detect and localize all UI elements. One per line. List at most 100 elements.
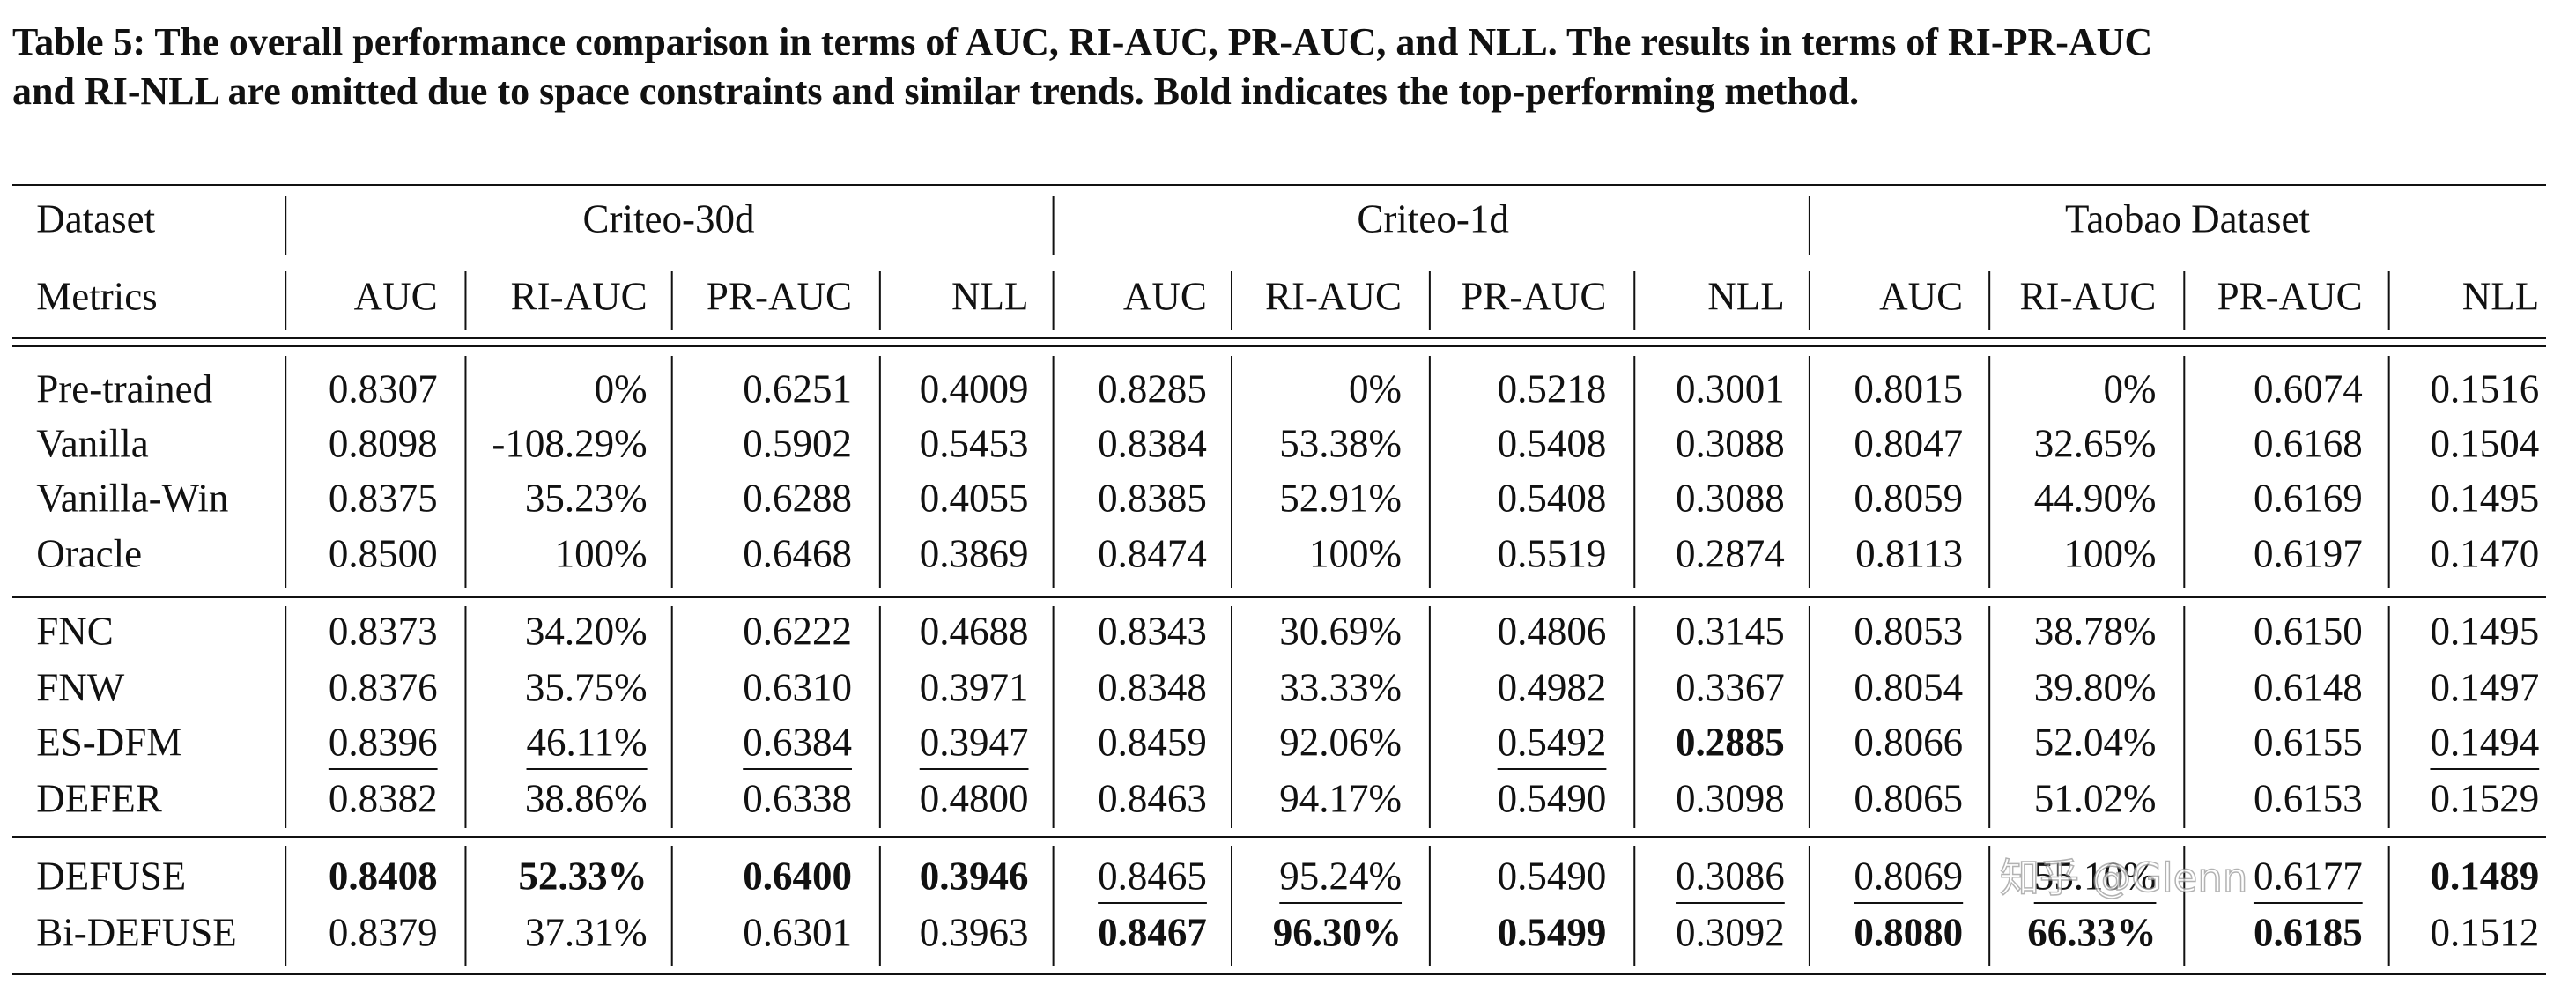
row-label: Oracle bbox=[36, 531, 142, 575]
cell: 0.8463 bbox=[1098, 776, 1207, 820]
cell: 0.6074 bbox=[2254, 366, 2363, 411]
cell: 0.5902 bbox=[743, 421, 852, 465]
cell: 0.5408 bbox=[1498, 421, 1607, 465]
cell: 0.3869 bbox=[920, 531, 1029, 575]
metric-header: RI-AUC bbox=[2019, 274, 2156, 318]
cell: 100% bbox=[2063, 531, 2156, 575]
cell: 0.6177 bbox=[2254, 854, 2363, 898]
metric-header: NLL bbox=[2462, 274, 2539, 318]
cell: 52.33% bbox=[518, 854, 647, 898]
cell: 37.31% bbox=[525, 910, 648, 954]
cell: 0.3098 bbox=[1676, 776, 1785, 820]
cell: 0.5218 bbox=[1498, 366, 1607, 411]
row-label: Vanilla bbox=[36, 421, 148, 465]
cell: 0.4800 bbox=[920, 776, 1029, 820]
cell: 0.8065 bbox=[1854, 776, 1963, 820]
cell: 0.4688 bbox=[920, 609, 1029, 653]
cell: 0.5453 bbox=[920, 421, 1029, 465]
cell: 0.8384 bbox=[1098, 421, 1207, 465]
cell: 0.6153 bbox=[2254, 776, 2363, 820]
cell: 0.8467 bbox=[1098, 910, 1207, 954]
cell: 0.1529 bbox=[2430, 776, 2539, 820]
cell: 35.23% bbox=[525, 476, 648, 520]
cell: 0.8098 bbox=[329, 421, 438, 465]
cell: 0.5490 bbox=[1498, 776, 1607, 820]
cell: 35.75% bbox=[525, 665, 648, 709]
cell: 0.8054 bbox=[1854, 665, 1963, 709]
cell: 0.5519 bbox=[1498, 531, 1607, 575]
cell: 38.78% bbox=[2034, 609, 2157, 653]
cell: 0.8385 bbox=[1098, 476, 1207, 520]
cell: 0.1497 bbox=[2430, 665, 2539, 709]
header-cell: Metrics bbox=[36, 274, 157, 318]
metric-header: PR-AUC bbox=[2217, 274, 2363, 318]
cell: 92.06% bbox=[1279, 720, 1402, 764]
cell: 0.1504 bbox=[2430, 421, 2539, 465]
header-cell: Dataset bbox=[36, 196, 155, 240]
cell: 0.6400 bbox=[743, 854, 852, 898]
metric-header: AUC bbox=[1123, 274, 1207, 318]
row-label: Vanilla-Win bbox=[36, 476, 228, 520]
cell: 100% bbox=[555, 531, 648, 575]
cell: 0.3088 bbox=[1676, 421, 1785, 465]
cell: 0.3092 bbox=[1676, 910, 1785, 954]
row-label: Pre-trained bbox=[36, 366, 212, 411]
cell: 38.86% bbox=[525, 776, 648, 820]
cell: 0.5408 bbox=[1498, 476, 1607, 520]
cell: 0.8307 bbox=[329, 366, 438, 411]
cell: 0.6197 bbox=[2254, 531, 2363, 575]
row-label: FNC bbox=[36, 609, 114, 653]
cell: 0.8285 bbox=[1098, 366, 1207, 411]
cell: 0.8015 bbox=[1854, 366, 1963, 411]
cell: 0.8343 bbox=[1098, 609, 1207, 653]
cell: 0.3367 bbox=[1676, 665, 1785, 709]
cell: 0.1494 bbox=[2430, 720, 2539, 764]
cell: 0.6185 bbox=[2254, 910, 2363, 954]
cell: 0.8080 bbox=[1854, 910, 1963, 954]
cell: 100% bbox=[1309, 531, 1402, 575]
cell: 51.02% bbox=[2034, 776, 2157, 820]
cell: 0.8373 bbox=[329, 609, 438, 653]
cell: 66.33% bbox=[2027, 910, 2156, 954]
cell: 0.8047 bbox=[1854, 421, 1963, 465]
cell: 0.4982 bbox=[1498, 665, 1607, 709]
cell: 0.8069 bbox=[1854, 854, 1963, 898]
cell: 0.8053 bbox=[1854, 609, 1963, 653]
cell: 33.33% bbox=[1279, 665, 1402, 709]
cell: 0.8379 bbox=[329, 910, 438, 954]
cell: 0.4806 bbox=[1498, 609, 1607, 653]
group-header: Taobao Dataset bbox=[2065, 196, 2310, 240]
cell: 55.10% bbox=[2034, 854, 2157, 898]
row-label: ES-DFM bbox=[36, 720, 181, 764]
cell: 0.3001 bbox=[1676, 366, 1785, 411]
cell: 0.6338 bbox=[743, 776, 852, 820]
cell: 0.8474 bbox=[1098, 531, 1207, 575]
cell: 0.8376 bbox=[329, 665, 438, 709]
metric-header: PR-AUC bbox=[1461, 274, 1606, 318]
cell: 0.8113 bbox=[1855, 531, 1963, 575]
cell: 0.1489 bbox=[2430, 854, 2539, 898]
cell: 0.6384 bbox=[743, 720, 852, 764]
cell: 30.69% bbox=[1279, 609, 1402, 653]
metric-header: RI-AUC bbox=[1265, 274, 1402, 318]
cell: 0.5492 bbox=[1498, 720, 1607, 764]
cell: 44.90% bbox=[2034, 476, 2157, 520]
cell: 0.6468 bbox=[743, 531, 852, 575]
cell: 32.65% bbox=[2034, 421, 2157, 465]
cell: 0.2885 bbox=[1676, 720, 1785, 764]
cell: 0.3971 bbox=[920, 665, 1029, 709]
cell: 0.6169 bbox=[2254, 476, 2363, 520]
cell: 0.6222 bbox=[743, 609, 852, 653]
row-label: DEFUSE bbox=[36, 854, 186, 898]
cell: 53.38% bbox=[1279, 421, 1402, 465]
row-label: FNW bbox=[36, 665, 125, 709]
cell: 0.3086 bbox=[1676, 854, 1785, 898]
cell: 0.6168 bbox=[2254, 421, 2363, 465]
cell: 39.80% bbox=[2034, 665, 2157, 709]
cell: 96.30% bbox=[1273, 910, 1402, 954]
cell: 0.4055 bbox=[920, 476, 1029, 520]
cell: 0.1470 bbox=[2430, 531, 2539, 575]
metric-header: RI-AUC bbox=[511, 274, 648, 318]
cell: -108.29% bbox=[492, 421, 647, 465]
cell: 0.3145 bbox=[1676, 609, 1785, 653]
